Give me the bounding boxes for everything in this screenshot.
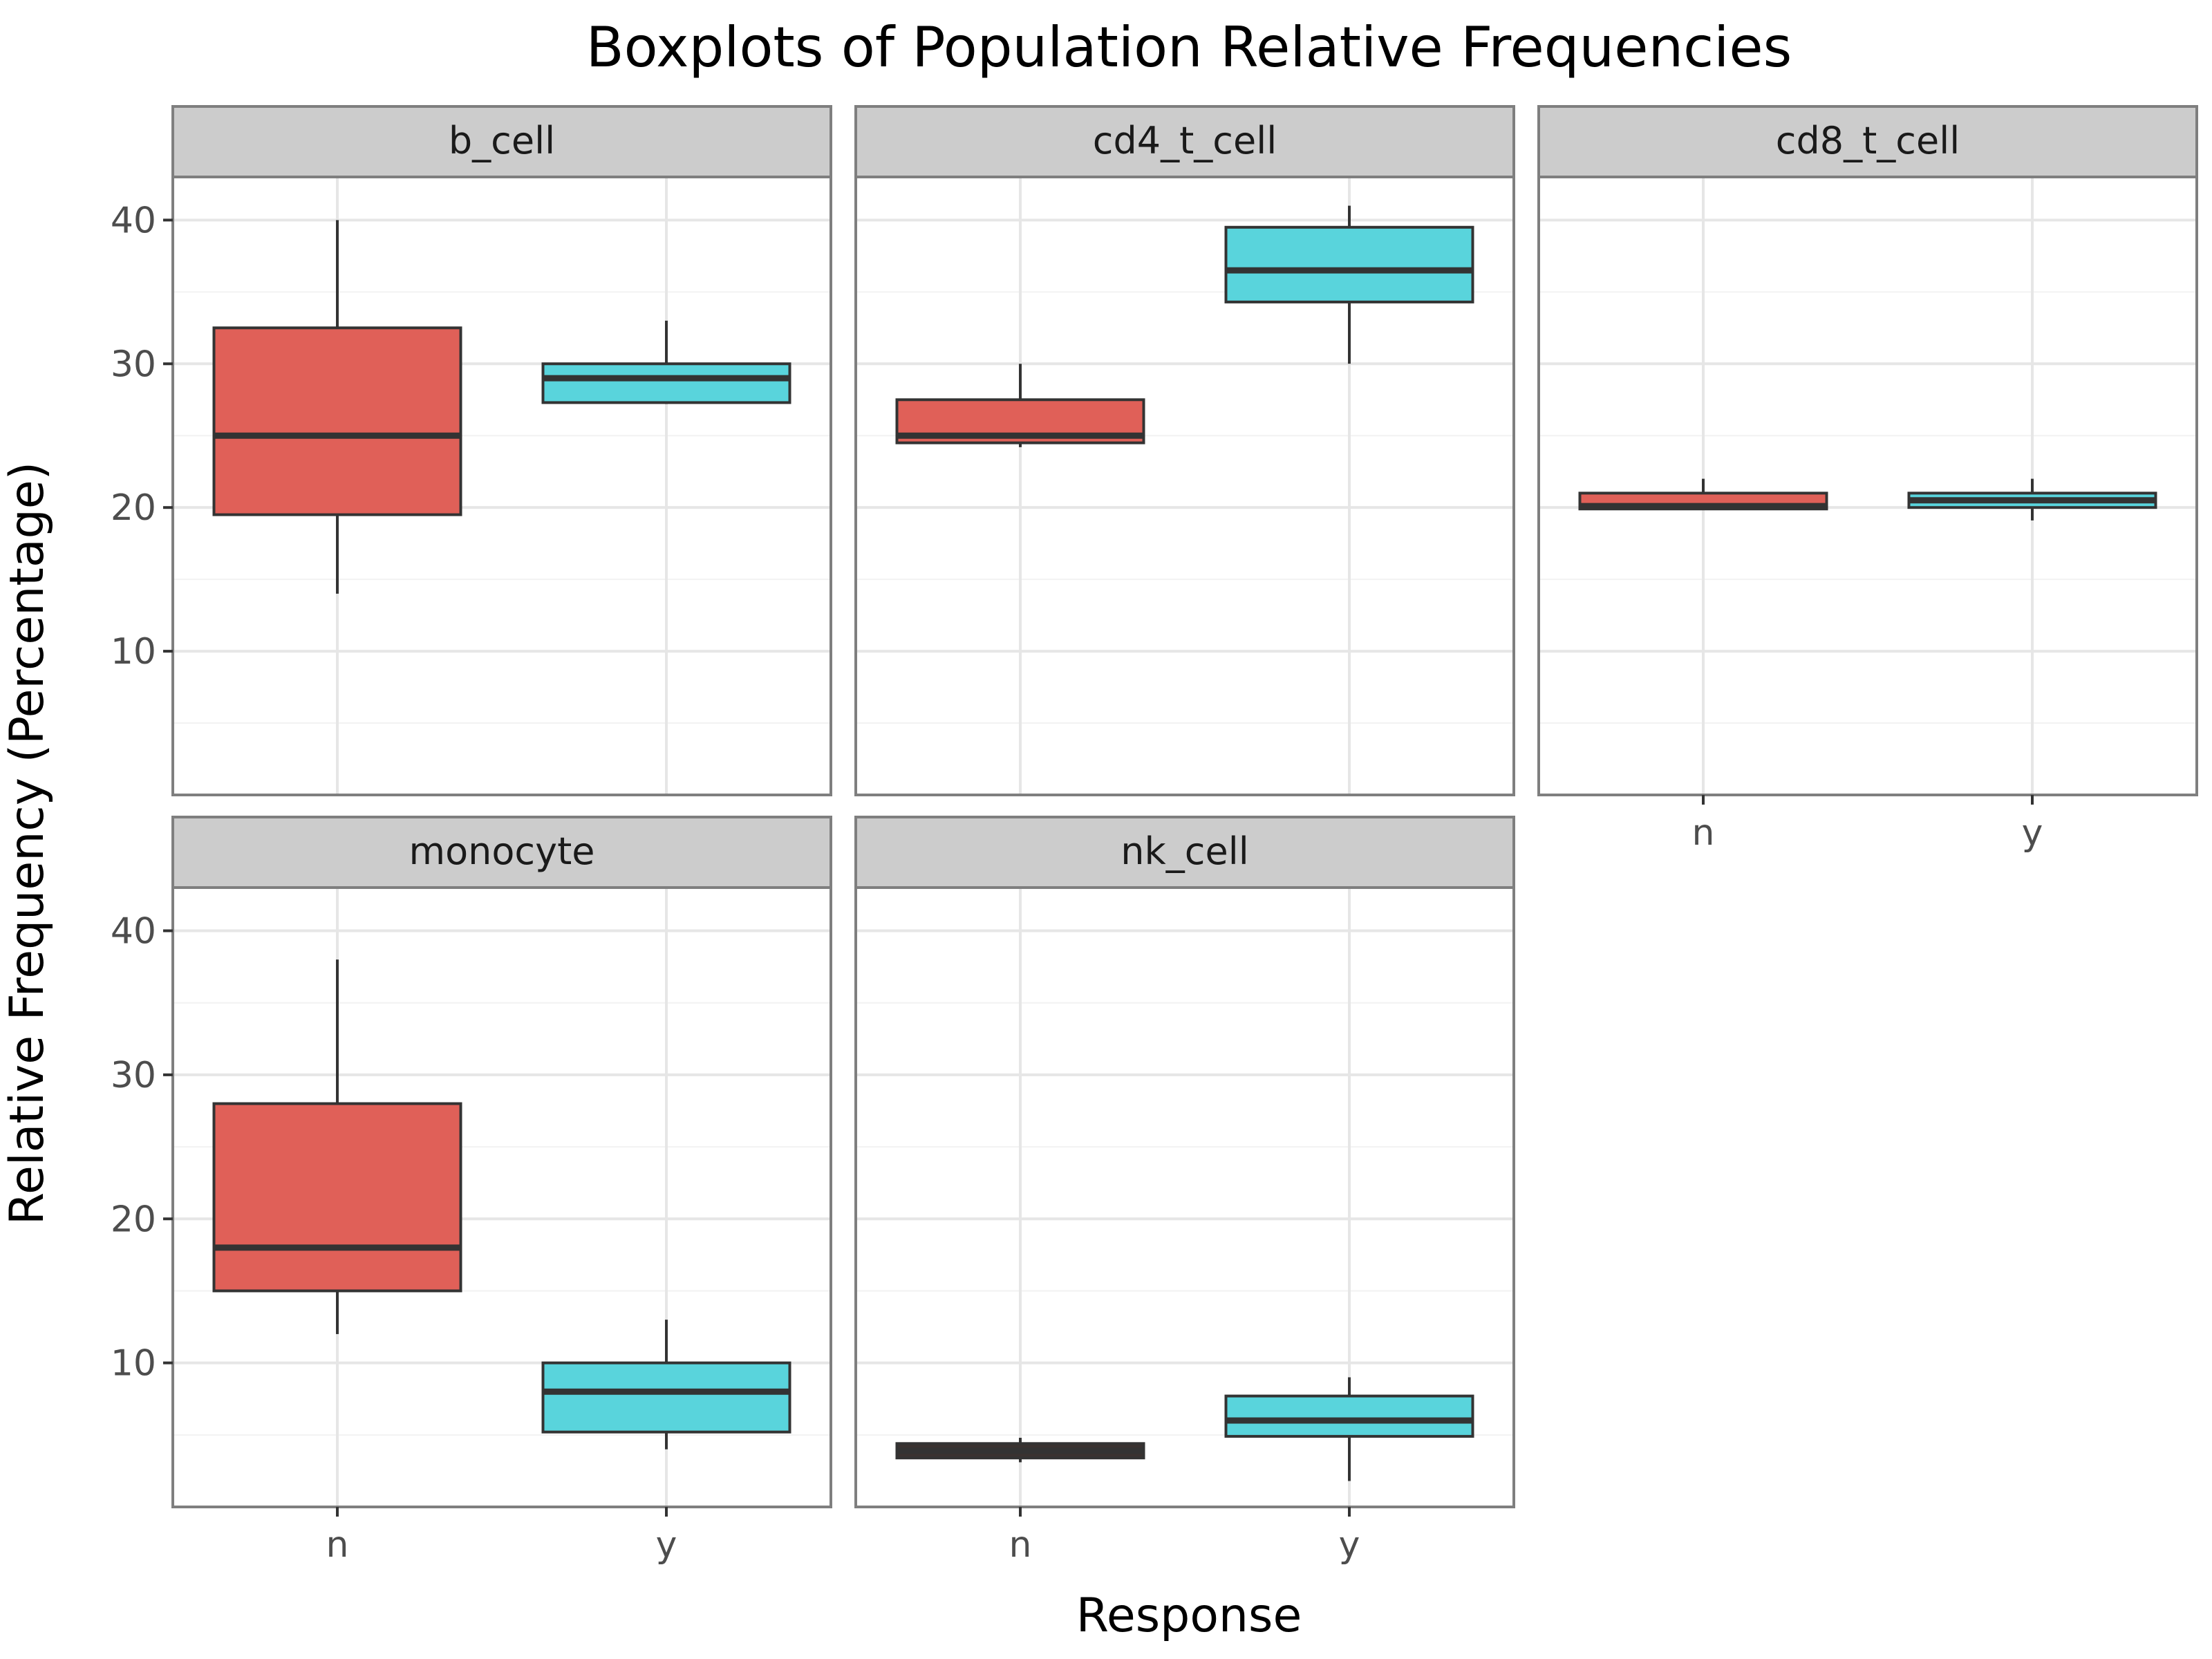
box-cd4_t_cell-y: [1224, 205, 1474, 364]
box-body: [541, 1361, 791, 1434]
y-tick-label: 10: [111, 1343, 156, 1385]
strip-label: nk_cell: [1121, 830, 1248, 873]
y-tick-label: 10: [111, 631, 156, 673]
box-monocyte-n: [212, 959, 462, 1334]
y-tick-label: 20: [111, 1199, 156, 1240]
strip-background: [171, 105, 832, 178]
box-body: [1224, 1394, 1474, 1438]
y-tick-label: 20: [111, 487, 156, 529]
x-tick-label: n: [326, 1524, 349, 1566]
x-tick-label: n: [1009, 1524, 1032, 1566]
x-tick-label: y: [656, 1524, 677, 1566]
strip-background: [854, 105, 1515, 178]
panel-monocyte: monocyte 10 20 30 40 n y: [111, 816, 832, 1566]
strip-label: monocyte: [409, 830, 595, 873]
x-tick-label: y: [1339, 1524, 1360, 1566]
strip-background: [171, 816, 832, 889]
y-tick-label: 40: [111, 911, 156, 953]
strip-label: b_cell: [449, 119, 555, 162]
box-body: [1224, 225, 1474, 303]
panel-background: [1539, 177, 2197, 795]
strip-background: [854, 816, 1515, 889]
chart-title: Boxplots of Population Relative Frequenc…: [586, 15, 1792, 79]
strip-background: [1537, 105, 2198, 178]
box-body: [212, 326, 462, 516]
strip-label: cd4_t_cell: [1093, 119, 1277, 162]
box-cd8_t_cell-n: [1578, 478, 1828, 511]
y-tick-label: 30: [111, 344, 156, 385]
y-axis-title: Relative Frequency (Percentage): [0, 462, 55, 1225]
panel-cd4_t_cell: cd4_t_cell: [854, 105, 1515, 796]
x-axis-title: Response: [1076, 1588, 1302, 1643]
x-tick-label: y: [2022, 812, 2043, 854]
box-b_cell-y: [541, 320, 791, 404]
box-body: [541, 362, 791, 404]
box-b_cell-n: [212, 220, 462, 594]
x-tick-label: n: [1692, 812, 1715, 854]
box-cd4_t_cell-n: [895, 364, 1145, 447]
box-cd8_t_cell-y: [1907, 478, 2157, 521]
box-nk_cell-n: [895, 1437, 1145, 1463]
strip-label: cd8_t_cell: [1776, 119, 1960, 162]
y-tick-label: 40: [111, 200, 156, 241]
box-monocyte-y: [541, 1320, 791, 1450]
y-tick-label: 30: [111, 1055, 156, 1096]
box-nk_cell-y: [1224, 1377, 1474, 1481]
panel-b_cell: b_cell 10 20 30 40: [111, 105, 832, 796]
box-body: [212, 1102, 462, 1293]
